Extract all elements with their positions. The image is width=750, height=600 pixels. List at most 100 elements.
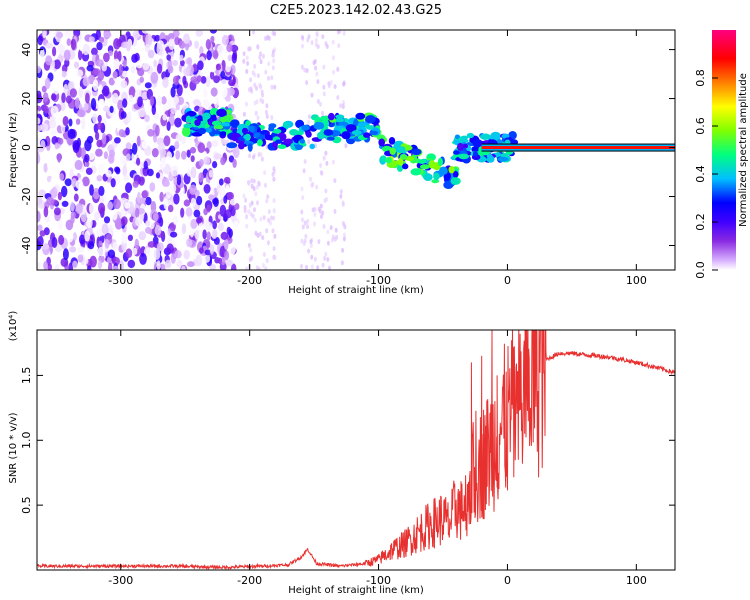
heatmap-cell — [314, 65, 318, 71]
heatmap-cell — [245, 69, 249, 74]
heatmap-cell — [320, 115, 331, 121]
heatmap-cell — [378, 138, 386, 147]
snr-y-label: SNR (10 * v/v) — [8, 412, 19, 483]
heatmap-cell — [60, 185, 68, 198]
y-tick-label: -20 — [20, 188, 33, 206]
heatmap-cell — [272, 176, 276, 182]
heatmap-cell — [145, 196, 152, 206]
heatmap-cell — [411, 148, 422, 156]
heatmap-cell — [127, 111, 132, 123]
heatmap-cell — [190, 166, 197, 179]
heatmap-cell — [135, 207, 140, 219]
heatmap-cell — [86, 217, 93, 229]
heatmap-cell — [320, 170, 324, 176]
heatmap-cell — [156, 43, 163, 56]
heatmap-cell — [120, 216, 128, 226]
heatmap-cell — [243, 205, 247, 210]
heatmap-cell — [51, 93, 57, 101]
colorbar-tick-label: 0.8 — [694, 69, 707, 87]
heatmap-cell — [365, 115, 376, 124]
spectrogram-y-label: Frequency (Hz) — [8, 112, 19, 188]
heatmap-cell — [221, 138, 229, 145]
heatmap-cell — [190, 218, 198, 229]
heatmap-cell — [270, 75, 274, 81]
heatmap-cell — [272, 246, 276, 252]
heatmap-cell — [265, 114, 269, 119]
heatmap-cell — [480, 133, 491, 140]
heatmap-cell — [43, 261, 48, 270]
heatmap-cell — [144, 82, 152, 89]
heatmap-cell — [267, 75, 270, 81]
heatmap-cell — [305, 80, 309, 86]
heatmap-cell — [172, 60, 178, 66]
heatmap-cell — [340, 260, 344, 266]
heatmap-cell — [334, 118, 345, 123]
heatmap-cell — [169, 145, 176, 152]
heatmap-cell — [209, 30, 217, 34]
heatmap-cell — [37, 105, 42, 112]
heatmap-cell — [64, 209, 70, 219]
y-tick-label: 0 — [20, 144, 33, 151]
heatmap-cell — [121, 232, 128, 244]
heatmap-cell — [344, 143, 348, 149]
heatmap-cell — [66, 38, 72, 46]
heatmap-cell — [115, 167, 121, 175]
heatmap-cell — [81, 117, 86, 130]
heatmap-cell — [264, 182, 267, 188]
heatmap-cell — [309, 143, 316, 150]
heatmap-cell — [220, 122, 232, 127]
heatmap-cell — [242, 127, 248, 134]
heatmap-cell — [313, 59, 317, 64]
heatmap-cell — [332, 69, 336, 75]
heatmap-cell — [248, 202, 252, 208]
heatmap-cell — [283, 138, 294, 145]
snr-x-axis: -300 -200 -100 0 100 — [108, 330, 647, 587]
heatmap-cell — [138, 176, 145, 186]
heatmap-cell — [186, 110, 197, 117]
heatmap-cell — [118, 64, 123, 76]
heatmap-cell — [220, 157, 226, 166]
heatmap-cell — [272, 198, 276, 204]
heatmap-cell — [138, 231, 147, 241]
heatmap-cell — [185, 207, 193, 217]
heatmap-cell — [159, 191, 164, 202]
heatmap-cell — [79, 39, 84, 52]
heatmap-cell — [261, 235, 265, 241]
heatmap-cell — [82, 43, 90, 56]
heatmap-cell — [301, 34, 304, 40]
x-tick-label: -300 — [108, 574, 133, 587]
heatmap-cell — [73, 61, 80, 69]
heatmap-cell — [132, 142, 138, 155]
heatmap-cell — [481, 146, 675, 150]
heatmap-cell — [302, 168, 306, 174]
heatmap-cell — [147, 49, 155, 59]
heatmap-cell — [73, 193, 79, 202]
heatmap-cell — [159, 148, 167, 158]
heatmap-cell — [190, 31, 196, 39]
heatmap-cell — [458, 153, 470, 160]
heatmap-cell — [194, 40, 200, 49]
heatmap-cell — [229, 244, 236, 255]
heatmap-cell — [198, 159, 204, 167]
heatmap-cell — [258, 82, 262, 88]
heatmap-cell — [122, 98, 128, 108]
heatmap-cell — [257, 180, 261, 186]
heatmap-cell — [129, 45, 135, 53]
heatmap-cell — [326, 229, 330, 235]
heatmap-cell — [204, 249, 212, 256]
heatmap-cell — [317, 131, 325, 140]
heatmap-cell — [92, 187, 100, 200]
heatmap-cell — [114, 137, 121, 144]
heatmap-cell — [212, 161, 218, 169]
heatmap-cell — [213, 197, 219, 208]
heatmap-cell — [152, 212, 159, 222]
heatmap-cell — [363, 132, 371, 138]
heatmap-cell — [472, 151, 478, 157]
heatmap-cell — [420, 164, 430, 170]
heatmap-cell — [329, 225, 333, 231]
heatmap-cell — [155, 172, 161, 179]
heatmap-cell — [418, 159, 427, 165]
heatmap-cell — [98, 202, 106, 215]
heatmap-cell — [163, 197, 169, 210]
heatmap-cell — [272, 215, 276, 221]
